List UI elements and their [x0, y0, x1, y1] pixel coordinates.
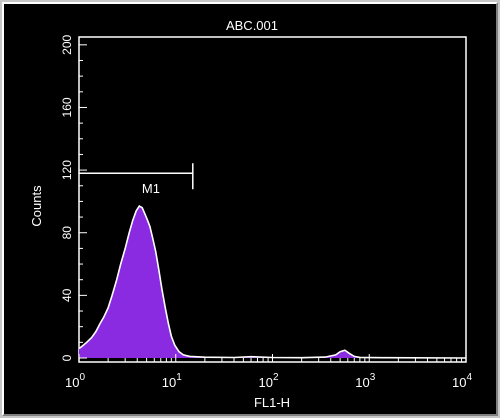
histogram-fill [79, 206, 466, 358]
x-tick-label: 104 [452, 372, 472, 390]
y-tick-label: 40 [60, 288, 74, 302]
x-axis-label: FL1-H [254, 395, 290, 410]
x-tick-label: 103 [355, 372, 375, 390]
y-tick-label: 0 [60, 354, 74, 361]
x-tick-label: 101 [162, 372, 182, 390]
histogram-layer [78, 205, 467, 359]
y-tick-label: 200 [60, 34, 74, 54]
y-tick-label: 160 [60, 97, 74, 117]
x-tick-label: 102 [258, 372, 278, 390]
y-tick-label: 120 [60, 160, 74, 180]
y-axis: 0 40 80 120 160 200 [60, 34, 87, 361]
marker-m1-label: M1 [142, 181, 160, 196]
plot-area: M1 0 40 80 120 160 200 100 101 102 103 104 [60, 34, 472, 390]
histogram-outline [78, 205, 467, 359]
x-tick-label: 100 [65, 372, 85, 390]
y-tick-label: 80 [60, 226, 74, 240]
chart-title: ABC.001 [226, 18, 278, 33]
y-axis-label: Counts [29, 185, 44, 227]
marker-layer: M1 [79, 163, 194, 196]
x-axis: 100 101 102 103 104 [65, 354, 472, 390]
